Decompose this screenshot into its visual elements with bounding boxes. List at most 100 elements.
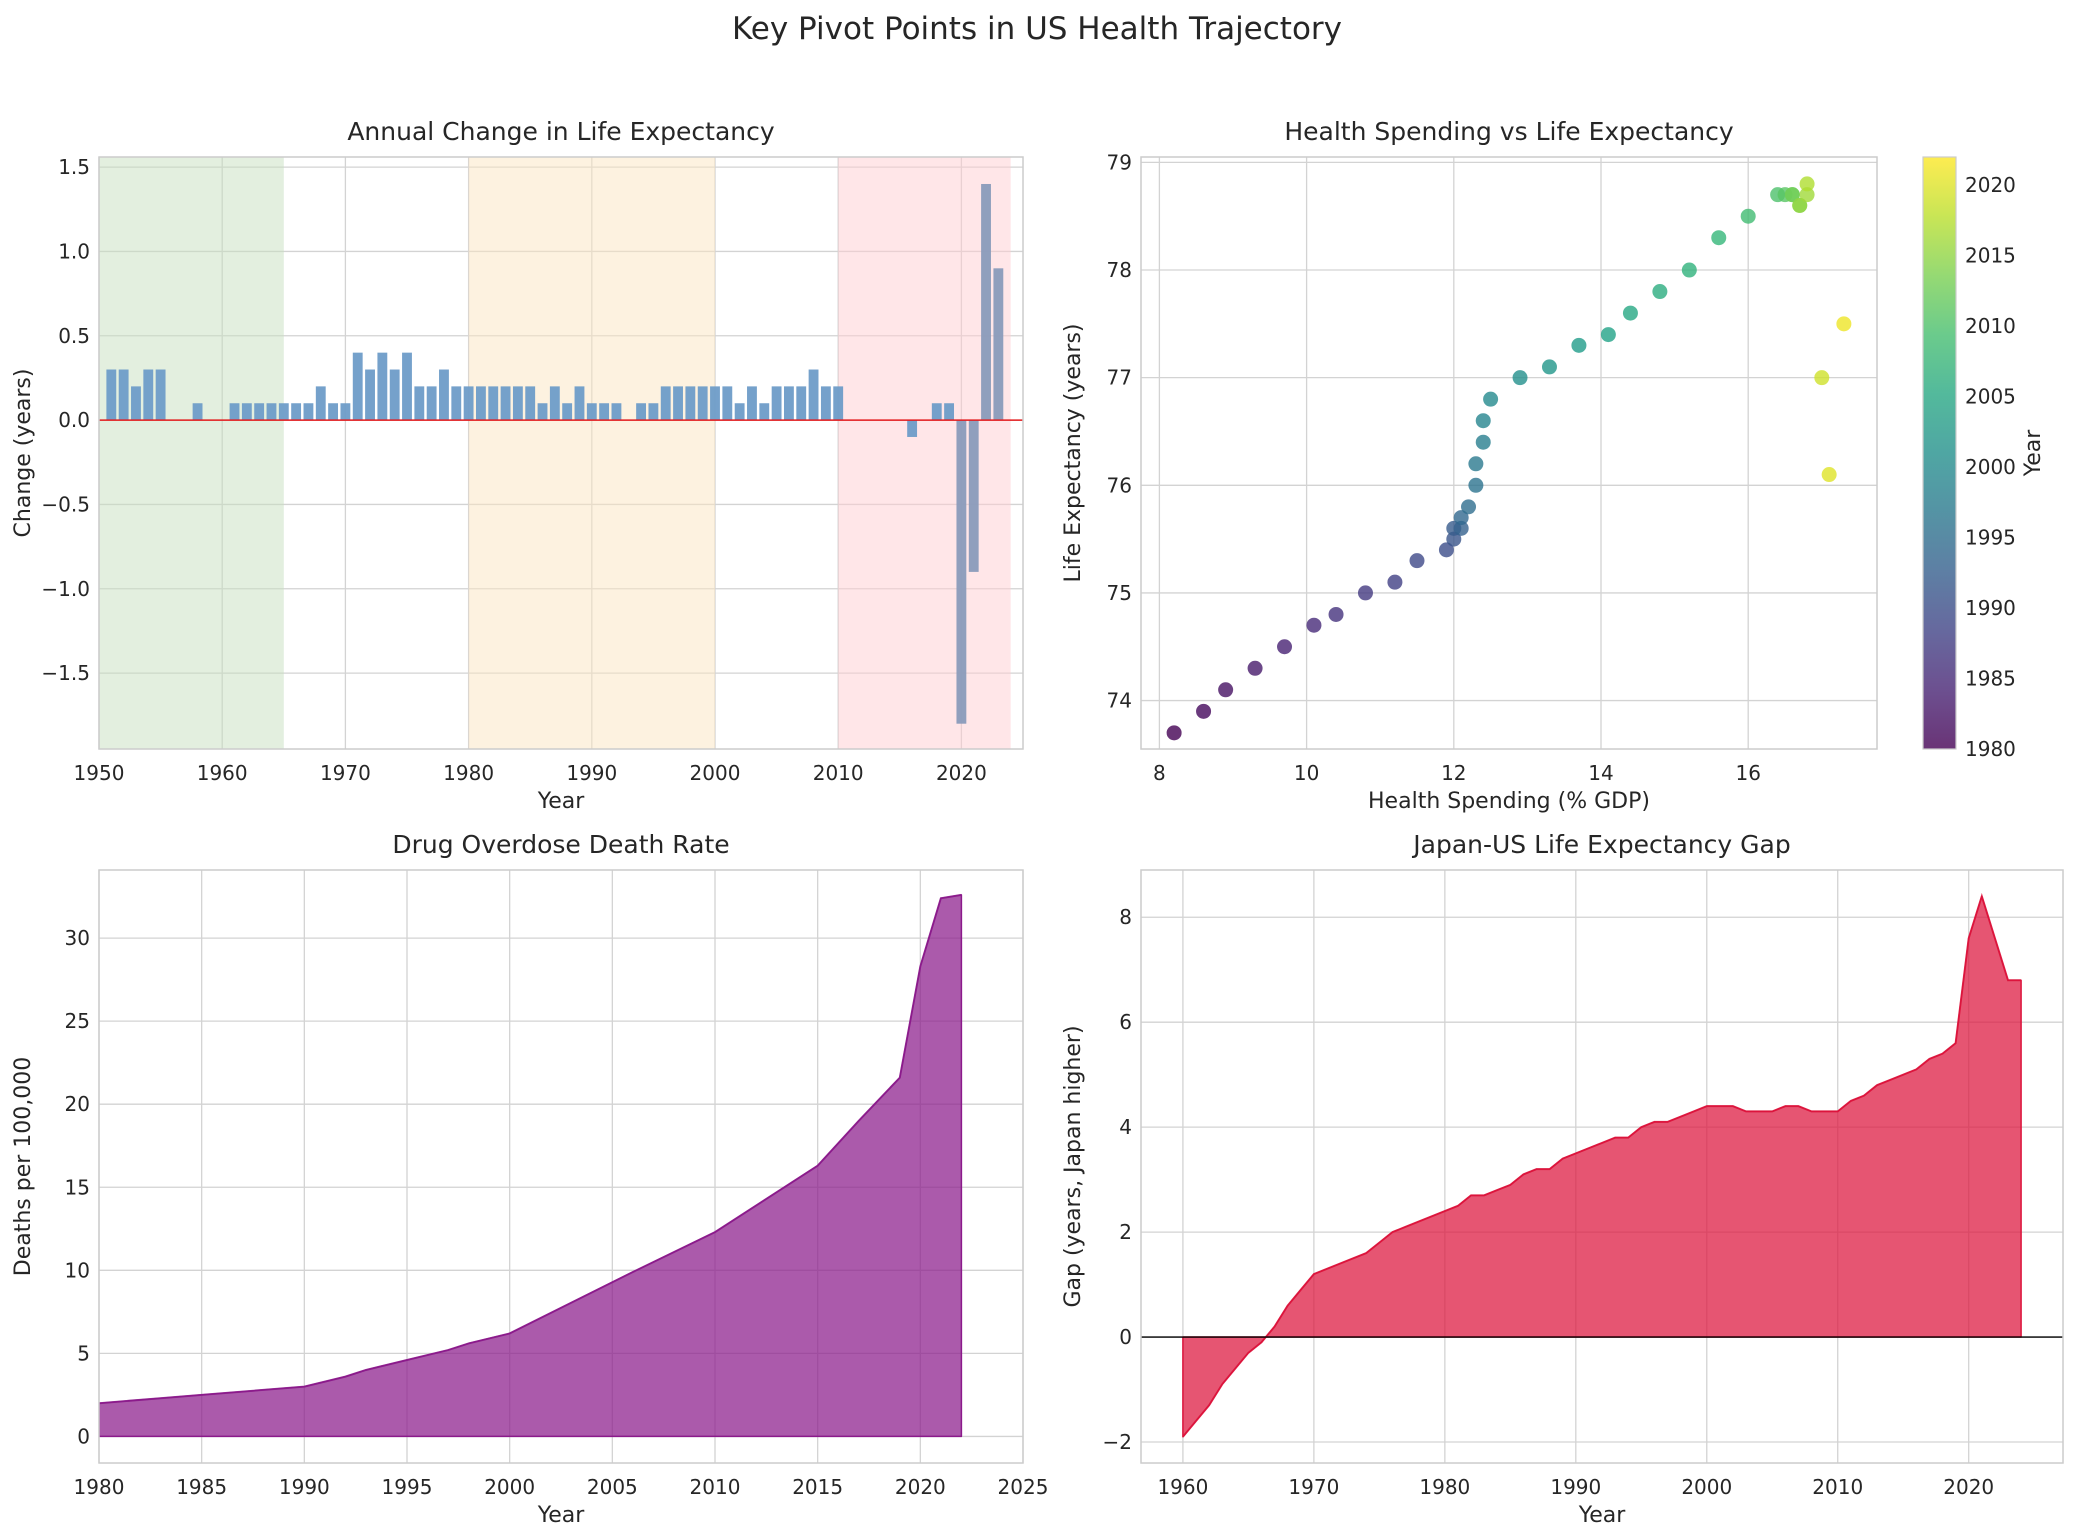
- scatter-point: [1784, 187, 1800, 203]
- y-tick-label: −2: [1103, 1430, 1132, 1454]
- bar: [968, 420, 979, 572]
- y-tick-labels: −1.5 −1.0 −0.5 0.0 0.5 1.0 1.5: [41, 155, 90, 685]
- plot-area: [99, 893, 963, 1438]
- scatter-point: [1247, 660, 1263, 676]
- scatter-point: [1468, 456, 1484, 472]
- bar: [562, 403, 573, 421]
- colorbar-tick-label: 2000: [1965, 455, 2016, 479]
- scatter-point: [1740, 208, 1756, 224]
- chart-title: Drug Overdose Death Rate: [392, 830, 729, 859]
- bar: [636, 403, 647, 421]
- bar: [747, 386, 757, 421]
- x-tick-label: 1950: [74, 761, 125, 785]
- bar: [993, 268, 1004, 421]
- area-line: [99, 893, 962, 1405]
- bar: [808, 369, 819, 421]
- y-tick-label: 0: [77, 1424, 90, 1448]
- y-tick-label: −1.5: [41, 661, 90, 685]
- scatter-point: [1468, 477, 1484, 493]
- y-axis-label: Gap (years, Japan higher): [1061, 1025, 1086, 1307]
- chart-title: Annual Change in Life Expectancy: [347, 117, 775, 146]
- x-tick-label: 2015: [792, 1475, 843, 1499]
- bar: [574, 386, 585, 421]
- shaded-periods: [99, 157, 1011, 749]
- bar: [451, 386, 462, 421]
- x-tick-label: 2020: [1943, 1475, 1994, 1499]
- x-tick-label: 2020: [936, 761, 987, 785]
- scatter-point: [1328, 606, 1344, 622]
- chart-annual-change: 1950 1960 1970 1980 1990 2000 2010 2020 −1.5 −1.0…: [11, 117, 1024, 814]
- scatter-point: [1681, 262, 1697, 278]
- bar: [463, 386, 474, 421]
- scatter-point: [1622, 305, 1638, 321]
- y-tick-label: 25: [65, 1009, 90, 1033]
- bar: [673, 386, 683, 421]
- bar: [278, 403, 289, 421]
- bar: [131, 386, 141, 421]
- y-tick-label: 15: [65, 1175, 90, 1199]
- scatter-point: [1306, 617, 1322, 633]
- bar: [981, 183, 991, 421]
- scatter-point: [1512, 370, 1528, 386]
- bar: [241, 403, 252, 421]
- chart-overdose-rate: 1980 1985 1990 1995 2000 2005 2010 2015 2020 2025…: [11, 830, 1048, 1528]
- x-tick-label: 1990: [1550, 1475, 1601, 1499]
- colorbar-bar: [1922, 156, 1957, 750]
- chart-title: Japan-US Life Expectancy Gap: [1411, 830, 1790, 859]
- scatter-point: [1836, 316, 1852, 332]
- colorbar-tick-label: 1990: [1965, 596, 2016, 620]
- scatter-point: [1541, 359, 1557, 375]
- x-tick-label: 1960: [197, 761, 248, 785]
- bar: [956, 420, 967, 724]
- chart-japan-us-gap: 1960 1970 1980 1990 2000 2010 2020 −2 0 2 4 6 8 Japan…: [1061, 830, 2064, 1528]
- colorbar-tick-label: 2005: [1965, 385, 2016, 409]
- scatter-point: [1446, 531, 1462, 547]
- colorbar-tick-label: 1995: [1965, 526, 2016, 550]
- y-tick-label: 78: [1107, 258, 1132, 282]
- bar: [192, 403, 203, 421]
- shaded-period: [99, 157, 284, 749]
- colorbar: 1980 1985 1990 1995 2000 2005 2010 2015 2020 Year: [1922, 156, 2046, 761]
- bar: [402, 352, 412, 421]
- x-tick-label: 1990: [566, 761, 617, 785]
- axes-frame: [98, 869, 1024, 1464]
- y-tick-label: 1.5: [58, 155, 90, 179]
- x-tick-label: 12: [1441, 761, 1466, 785]
- x-axis-label: Year: [1578, 1503, 1627, 1528]
- scatter-point: [1814, 370, 1830, 386]
- bar: [907, 420, 918, 437]
- y-tick-label: 76: [1107, 473, 1132, 497]
- bar: [833, 386, 844, 421]
- x-tick-label: 2005: [587, 1475, 638, 1499]
- scatter-point: [1453, 520, 1469, 536]
- scatter-point: [1277, 639, 1293, 655]
- bar: [488, 386, 499, 421]
- y-tick-label: 75: [1107, 581, 1132, 605]
- x-tick-label: 2020: [895, 1475, 946, 1499]
- y-tick-label: 0.5: [58, 324, 90, 348]
- bar: [931, 403, 942, 421]
- grid: [1141, 157, 1877, 749]
- scatter-point: [1821, 467, 1837, 483]
- y-tick-label: 10: [65, 1258, 90, 1282]
- scatter-point: [1483, 391, 1499, 407]
- bar: [722, 386, 733, 421]
- bar: [352, 352, 363, 421]
- bar: [685, 386, 696, 421]
- axes-frame: [1140, 156, 1878, 750]
- bars: [106, 183, 1004, 724]
- x-tick-label: 2025: [998, 1475, 1049, 1499]
- scatter-point: [1218, 682, 1234, 698]
- y-tick-labels: 74 75 76 77 78 79: [1107, 150, 1132, 712]
- scatter-point: [1711, 230, 1727, 246]
- colorbar-tick-label: 2010: [1965, 314, 2016, 338]
- y-tick-label: 77: [1107, 366, 1132, 390]
- x-tick-label: 2010: [690, 1475, 741, 1499]
- bar: [944, 403, 955, 421]
- x-tick-label: 1995: [382, 1475, 433, 1499]
- y-tick-label: 30: [65, 926, 90, 950]
- scatter-point: [1475, 413, 1491, 429]
- bar: [439, 369, 449, 421]
- x-tick-labels: 8 10 12 14 16: [1153, 761, 1761, 785]
